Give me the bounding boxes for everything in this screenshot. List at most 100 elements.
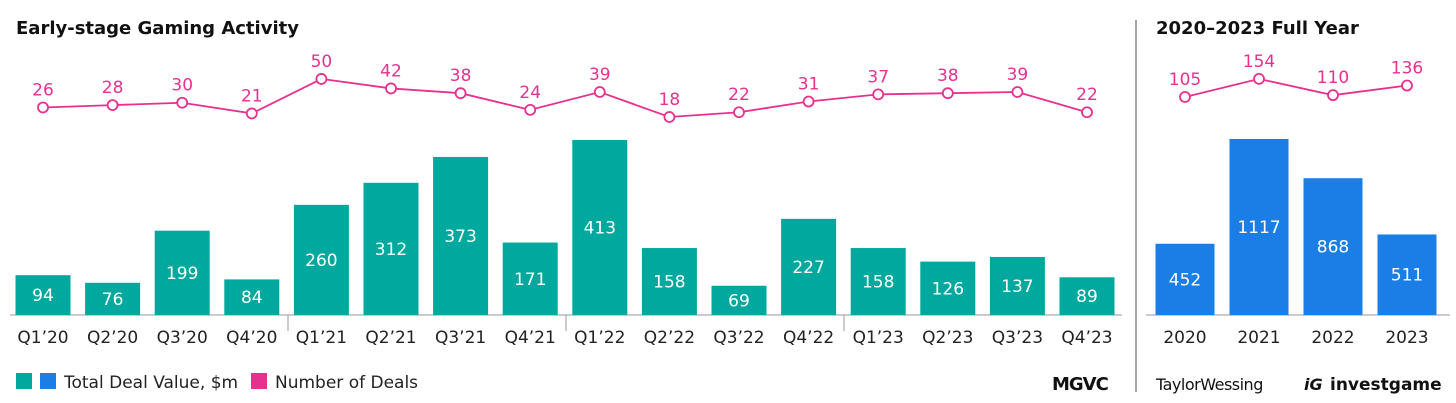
bar bbox=[433, 156, 489, 315]
x-tick-label: Q2’23 bbox=[922, 328, 973, 348]
deals-point bbox=[1081, 106, 1093, 119]
legend-swatch-blue bbox=[40, 373, 56, 389]
deals-value-label: 31 bbox=[798, 75, 820, 95]
yearly-chart: 452 2020 1117 2021 868 2022 511 2023 105 154 110 13… bbox=[1146, 52, 1450, 348]
deals-point bbox=[872, 88, 885, 101]
bar-value-label: 84 bbox=[241, 288, 263, 308]
bar-value-label: 126 bbox=[932, 279, 964, 299]
deals-point bbox=[1401, 79, 1413, 92]
deals-value-label: 42 bbox=[380, 61, 402, 81]
bar bbox=[1059, 277, 1115, 315]
deals-point bbox=[37, 101, 49, 114]
bar bbox=[989, 256, 1045, 315]
deals-value-label: 18 bbox=[659, 90, 681, 110]
logo-investgame: investgame bbox=[1330, 375, 1442, 395]
bar bbox=[781, 218, 837, 315]
bar-value-label: 312 bbox=[375, 240, 407, 260]
deals-value-label: 110 bbox=[1317, 68, 1349, 88]
deals-value-label: 38 bbox=[937, 66, 959, 86]
x-tick-label: Q3’23 bbox=[992, 328, 1043, 348]
deals-value-label: 154 bbox=[1243, 52, 1275, 72]
x-tick-label: Q4’23 bbox=[1061, 328, 1112, 348]
bar-value-label: 76 bbox=[102, 290, 124, 310]
deals-value-label: 24 bbox=[519, 83, 541, 103]
x-tick-label: Q3’21 bbox=[435, 328, 486, 348]
deals-point bbox=[1327, 89, 1339, 102]
x-tick-label: Q1’21 bbox=[296, 328, 347, 348]
bar bbox=[1303, 178, 1363, 315]
bar-value-label: 94 bbox=[32, 286, 54, 306]
deals-point bbox=[245, 107, 258, 120]
x-tick-label: 2022 bbox=[1311, 328, 1354, 348]
x-tick-label: Q1’20 bbox=[17, 328, 68, 348]
bar bbox=[1229, 138, 1289, 315]
bar bbox=[1155, 243, 1215, 315]
bar bbox=[224, 279, 280, 315]
bar-value-label: 137 bbox=[1001, 277, 1033, 297]
bar bbox=[1377, 234, 1437, 315]
deals-point bbox=[941, 87, 954, 100]
deals-point bbox=[663, 111, 676, 123]
x-tick-label: Q3’20 bbox=[157, 328, 208, 348]
chart-title-right: 2020–2023 Full Year bbox=[1156, 18, 1359, 39]
bar-value-label: 158 bbox=[653, 273, 685, 293]
x-tick-label: Q1’23 bbox=[853, 328, 904, 348]
deals-point bbox=[1253, 72, 1265, 85]
deals-value-label: 22 bbox=[1076, 85, 1098, 105]
bar bbox=[502, 242, 558, 315]
x-tick-label: Q1’22 bbox=[574, 328, 625, 348]
bar-value-label: 171 bbox=[514, 270, 546, 290]
deals-value-label: 50 bbox=[311, 52, 333, 72]
bar bbox=[641, 248, 697, 315]
legend-swatch-teal bbox=[16, 373, 32, 389]
bar bbox=[920, 261, 976, 315]
deals-point bbox=[176, 96, 189, 109]
x-tick-label: 2020 bbox=[1163, 328, 1206, 348]
bar bbox=[15, 275, 71, 315]
bar bbox=[154, 230, 210, 315]
legend-bar-label: Total Deal Value, $m bbox=[63, 373, 238, 393]
bar-value-label: 1117 bbox=[1237, 218, 1280, 238]
bar bbox=[293, 204, 349, 315]
deals-point bbox=[385, 82, 397, 95]
deals-value-label: 39 bbox=[589, 65, 611, 85]
deals-point bbox=[315, 73, 328, 85]
deals-point bbox=[593, 86, 606, 98]
bar bbox=[363, 182, 419, 315]
logo-mgvc: MGVC bbox=[1052, 374, 1109, 395]
bar-value-label: 89 bbox=[1076, 287, 1098, 307]
bar-value-label: 69 bbox=[728, 291, 750, 311]
x-tick-label: Q2’21 bbox=[365, 328, 416, 348]
legend-line-label: Number of Deals bbox=[275, 373, 418, 393]
bar-value-label: 373 bbox=[444, 227, 476, 247]
chart-title-left: Early-stage Gaming Activity bbox=[16, 18, 299, 39]
x-tick-label: Q2’20 bbox=[87, 328, 138, 348]
deals-point bbox=[524, 103, 537, 116]
deals-point bbox=[454, 87, 467, 100]
deals-value-label: 105 bbox=[1169, 70, 1201, 90]
bar-value-label: 413 bbox=[584, 219, 616, 239]
deals-value-label: 21 bbox=[241, 86, 263, 106]
legend-swatch-pink bbox=[251, 373, 267, 389]
bar bbox=[572, 140, 628, 315]
deals-line bbox=[42, 77, 1088, 118]
deals-point bbox=[802, 95, 815, 108]
bar-value-label: 260 bbox=[305, 251, 337, 271]
bar-value-label: 227 bbox=[792, 258, 824, 278]
x-tick-label: 2023 bbox=[1385, 328, 1428, 348]
bar-value-label: 452 bbox=[1169, 270, 1201, 290]
logo-taylorwessing: TaylorWessing bbox=[1155, 375, 1263, 394]
x-tick-label: Q4’20 bbox=[226, 328, 277, 348]
deals-value-label: 136 bbox=[1391, 59, 1423, 79]
bar-value-label: 868 bbox=[1317, 238, 1349, 258]
deals-value-label: 37 bbox=[867, 67, 889, 87]
deals-point bbox=[733, 106, 745, 119]
bar-value-label: 511 bbox=[1391, 266, 1423, 286]
bar bbox=[850, 248, 906, 315]
quarterly-chart: 94Q1’2076Q2’20199Q3’2084Q4’20260Q1’21312… bbox=[10, 52, 1122, 348]
deals-line bbox=[1184, 77, 1408, 98]
deals-value-label: 26 bbox=[32, 80, 54, 100]
bar bbox=[711, 285, 767, 315]
